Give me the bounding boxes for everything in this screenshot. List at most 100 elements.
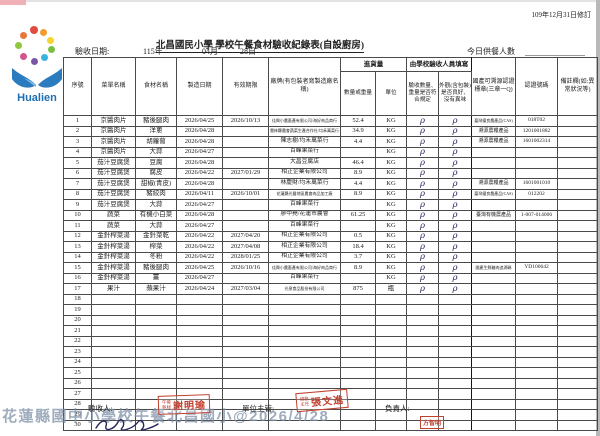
- cell-note: [557, 419, 598, 431]
- cell-chk: [438, 335, 472, 347]
- cell-no: 19: [63, 304, 92, 316]
- table-row: 23: [63, 346, 598, 358]
- col-header: 菜單名稱: [91, 57, 136, 116]
- cell-date: [222, 136, 269, 148]
- cell-chk: ρ: [406, 157, 439, 169]
- cell-date: [222, 199, 269, 211]
- cell-date: [176, 325, 223, 337]
- cell-qty: [340, 325, 376, 337]
- cell-mark: [471, 409, 516, 421]
- cell-chk: ρ: [406, 283, 439, 295]
- cell-mark: 溯源農糧產品: [471, 136, 516, 148]
- servings-blank-field: [525, 55, 585, 56]
- acceptance-date-label: 驗收日期:: [75, 47, 110, 56]
- cell-mark: [471, 335, 516, 347]
- cell-unit: [375, 346, 407, 358]
- cell-chk: [406, 356, 439, 368]
- cell-unit: [375, 388, 407, 400]
- cell-menu: [91, 325, 136, 337]
- table-row: 17 果汁 蘋果汁 2026/04/24 2027/03/04 光泉食品股份有限公司 875…: [63, 283, 598, 295]
- table-row: 20: [63, 314, 598, 326]
- cell-food: 榨菜: [135, 241, 177, 253]
- cell-unit: KG: [375, 220, 407, 232]
- cell-date: 2027/04/20: [222, 230, 269, 242]
- cell-menu: [91, 356, 136, 368]
- cell-chk: ρ: [438, 125, 472, 137]
- cell-no: 10: [63, 209, 92, 221]
- cell-brand: [268, 377, 341, 389]
- cell-qty: [340, 335, 376, 347]
- cell-date: 2026/04/27: [176, 146, 223, 158]
- cell-chk: ρ: [438, 146, 472, 158]
- cell-note: [557, 178, 598, 190]
- cell-chk: ρ: [406, 125, 439, 137]
- table-row: 28: [63, 398, 598, 410]
- cell-date: 2026/04/28: [176, 209, 223, 221]
- cell-chk: [438, 367, 472, 379]
- cell-date: 2026/04/28: [176, 178, 223, 190]
- cell-menu: 蔬菜: [91, 209, 136, 221]
- logo-dot-icon: [31, 58, 38, 65]
- cell-chk: ρ: [438, 157, 472, 169]
- cell-qty: [340, 409, 376, 421]
- table-row: 29: [63, 409, 598, 421]
- table-row: 21: [63, 325, 598, 337]
- cell-mark: 臺灣優良農產品(CAS): [471, 188, 516, 200]
- cell-date: 2026/04/22: [176, 230, 223, 242]
- cell-food: 冬粉: [135, 251, 177, 263]
- cell-chk: ρ: [438, 188, 472, 200]
- servings-label: 今日供餐人數: [467, 47, 515, 56]
- cell-chk: [438, 304, 472, 316]
- logo-dot-icon: [20, 53, 27, 60]
- cell-cert: [515, 304, 558, 316]
- cell-date: [222, 335, 269, 347]
- cell-chk: ρ: [438, 178, 472, 190]
- scan-edge-right: [596, 0, 600, 436]
- cell-chk: [406, 367, 439, 379]
- cell-brand: 大昌豆腐店: [268, 157, 341, 169]
- cell-unit: KG: [375, 178, 407, 190]
- cell-no: 8: [63, 188, 92, 200]
- cell-note: [557, 251, 598, 263]
- cell-mark: [471, 251, 516, 263]
- cell-brand: [268, 293, 341, 305]
- cell-chk: [438, 293, 472, 305]
- cell-qty: 61.25: [340, 209, 376, 221]
- cell-unit: [375, 367, 407, 379]
- cell-date: 2028/01/25: [222, 251, 269, 263]
- cell-cert: [515, 367, 558, 379]
- cell-chk: ρ: [438, 262, 472, 274]
- cell-menu: [91, 367, 136, 379]
- cell-mark: [471, 293, 516, 305]
- acceptance-date-month: 04月: [202, 47, 218, 56]
- cell-chk: [406, 325, 439, 337]
- receiver-stamp: 午餐 執秘 謝明瑜: [157, 394, 211, 415]
- table-row: 5 茄汁豆腐煲 豆腐 2026/04/28 大昌豆腐店 46.4 KG ρ ρ: [63, 157, 598, 169]
- cell-menu: [91, 293, 136, 305]
- cell-no: 22: [63, 335, 92, 347]
- cell-date: 2027/01/29: [222, 167, 269, 179]
- watermark-text: 花蓮縣國中小學校午餐北昌國小@2026/4/28: [2, 408, 330, 425]
- cell-qty: [340, 304, 376, 316]
- table-row: 14 金針榨菜湯 冬粉 2026/04/22 2028/01/25 相正企業有限公司 3.7…: [63, 251, 598, 263]
- cell-food: 豬絞肉: [135, 188, 177, 200]
- cell-date: [222, 346, 269, 358]
- col-header: 進貨量: [340, 57, 407, 72]
- cell-note: [557, 167, 598, 179]
- cell-unit: [375, 304, 407, 316]
- cell-chk: ρ: [406, 115, 439, 127]
- cell-food: [135, 356, 177, 368]
- cell-unit: KG: [375, 209, 407, 221]
- cell-note: [557, 314, 598, 326]
- logo-dot-icon: [41, 54, 48, 61]
- cell-unit: KG: [375, 241, 407, 253]
- cell-chk: ρ: [406, 178, 439, 190]
- cell-food: [135, 335, 177, 347]
- cell-chk: [438, 314, 472, 326]
- cell-no: 25: [63, 367, 92, 379]
- cell-note: [557, 283, 598, 295]
- cell-cert: [515, 251, 558, 263]
- cell-mark: [471, 325, 516, 337]
- col-header: 由學校驗收人員填寫: [406, 57, 472, 72]
- cell-note: [557, 367, 598, 379]
